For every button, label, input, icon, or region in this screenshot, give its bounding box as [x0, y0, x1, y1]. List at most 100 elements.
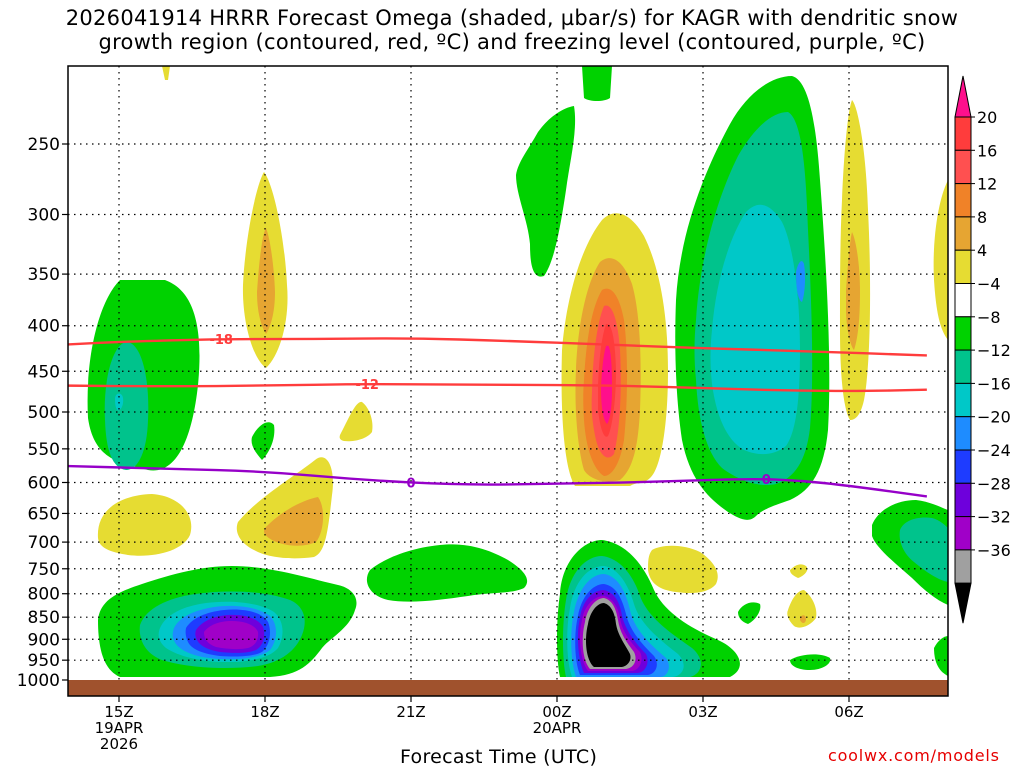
contour-label: 0 [406, 476, 415, 491]
y-tick-label: 750 [28, 560, 60, 580]
omega-cell-orange [800, 615, 806, 623]
colorbar-label: −16 [977, 374, 1011, 393]
omega-cell-teal [899, 517, 948, 582]
omega-cell-yellow [339, 401, 373, 442]
y-tick-label: 850 [28, 608, 60, 628]
omega-cell-violet [204, 621, 259, 650]
y-tick-label: 900 [28, 630, 60, 650]
colorbar-swatch [954, 216, 972, 251]
colorbar-swatch [954, 183, 972, 218]
y-tick-label: 400 [28, 317, 60, 337]
omega-cell-yellow [162, 66, 170, 80]
omega-cell-green [582, 66, 612, 101]
colorbar-swatch [954, 449, 972, 484]
omega-cell-green [516, 106, 576, 277]
colorbar-label: 16 [977, 141, 997, 160]
omega-cell-green [366, 544, 528, 602]
title-line-1: 2026041914 HRRR Forecast Omega (shaded, … [65, 6, 959, 30]
omega-cell-yellow [787, 590, 817, 628]
omega-cell-yellow [97, 494, 192, 556]
y-tick-label: 800 [28, 585, 60, 605]
omega-cell-yellow [648, 545, 718, 594]
colorbar-swatch [954, 516, 972, 551]
contour-label: 0 [762, 473, 771, 488]
omega-cell-black [586, 603, 631, 667]
colorbar-swatch [954, 349, 972, 384]
y-axis: 2503003504004505005506006507007508008509… [17, 135, 68, 691]
colorbar-swatch [954, 416, 972, 451]
omega-cell-orange [257, 228, 275, 334]
omega-cell-light-blue [796, 261, 806, 302]
y-tick-label: 350 [28, 265, 60, 285]
gridlines [68, 66, 948, 696]
colorbar-swatch [954, 249, 972, 284]
y-tick-label: 550 [28, 440, 60, 460]
colorbar-label: −12 [977, 341, 1011, 360]
colorbar-swatch [954, 549, 972, 584]
y-tick-label: 950 [28, 651, 60, 671]
colorbar-label: −28 [977, 474, 1011, 493]
colorbar-label: 4 [977, 241, 987, 260]
omega-cell-cyan [710, 204, 800, 455]
omega-cell-magenta [601, 344, 612, 424]
omega-cell-green [251, 422, 275, 460]
omega-cell-light-cyan [115, 393, 124, 411]
x-tick-label: 06Z [834, 703, 863, 721]
y-tick-label: 450 [28, 362, 60, 382]
y-tick-label: 700 [28, 533, 60, 553]
contour-label: -18 [209, 333, 233, 348]
colorbar-swatch [954, 382, 972, 418]
x-tick-label: 19APR [95, 719, 144, 737]
colorbar-swatch [954, 316, 972, 351]
x-tick-label: 15Z [104, 703, 133, 721]
omega-cell-orange [846, 232, 860, 350]
omega-cell-yellow [790, 564, 808, 578]
y-tick-label: 600 [28, 473, 60, 493]
colorbar-swatch [954, 283, 972, 318]
colorbar-label: −24 [977, 441, 1011, 460]
colorbar-label: −4 [977, 275, 1001, 294]
x-tick-label: 03Z [688, 703, 717, 721]
credit-link[interactable]: coolwx.com/models [828, 746, 1000, 765]
colorbar-label: 12 [977, 175, 997, 194]
colorbar-label: −8 [977, 308, 1001, 327]
plot-area: -18 -12 0 0 [68, 66, 948, 696]
x-axis-title: Forecast Time (UTC) [400, 746, 598, 768]
plot-frame [67, 65, 949, 697]
colorbar-label: 8 [977, 208, 987, 227]
colorbar-label: −32 [977, 508, 1011, 527]
omega-cell-cyan [104, 342, 149, 470]
omega-cell-green [790, 654, 831, 670]
colorbar-bottom-arrow [954, 582, 972, 624]
y-tick-label: 300 [28, 205, 60, 225]
x-tick-label: 18Z [250, 703, 279, 721]
colorbar-label: −20 [977, 408, 1011, 427]
contours: -18 -12 0 0 [68, 333, 928, 498]
omega-cell-orange [264, 497, 324, 546]
omega-cell-green [934, 636, 948, 676]
colorbar-top-arrow [954, 75, 972, 118]
contour-label: -12 [355, 378, 379, 393]
x-tick-label: 00Z [542, 703, 571, 721]
title-line-2: growth region (contoured, red, ºC) and f… [98, 30, 926, 54]
contour--12 [68, 383, 927, 393]
y-tick-label: 1000 [17, 671, 60, 691]
omega-shading [87, 66, 948, 677]
y-tick-label: 250 [28, 135, 60, 155]
x-tick-label: 21Z [396, 703, 425, 721]
colorbar-swatch [954, 116, 972, 151]
y-tick-label: 500 [28, 403, 60, 423]
contour-0 [68, 464, 928, 498]
colorbar-label: −36 [977, 541, 1011, 560]
x-tick-label: 20APR [533, 719, 582, 737]
contour--18 [68, 337, 927, 357]
x-tick-label: 2026 [100, 735, 138, 753]
colorbar-label: 20 [977, 108, 997, 127]
ground-strip [68, 680, 948, 696]
colorbar-swatch [954, 482, 972, 518]
omega-cell-yellow [933, 180, 948, 340]
omega-cell-green [738, 602, 761, 624]
colorbar: 20 16 12 8 4 −4 −8 −12 −16 −20 −24 −28 −32 −36 [954, 75, 1011, 624]
